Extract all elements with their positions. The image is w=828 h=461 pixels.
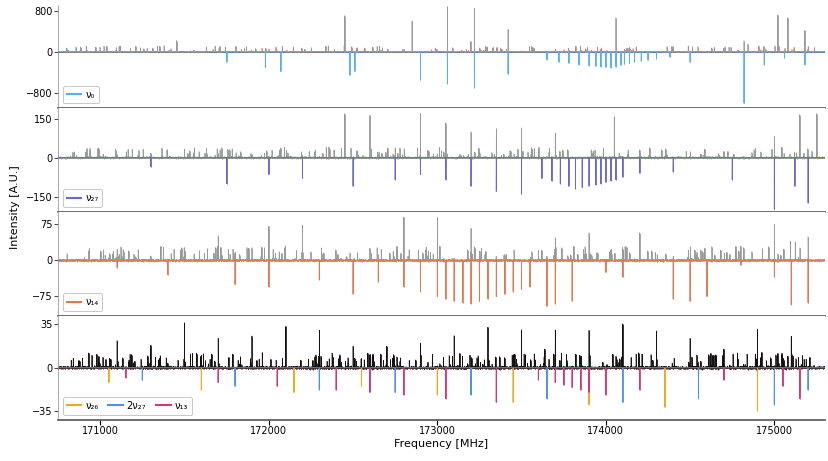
X-axis label: Frequency [MHz]: Frequency [MHz] (394, 438, 488, 449)
Text: Intensity [A.U.]: Intensity [A.U.] (10, 165, 20, 249)
Legend: ν₀: ν₀ (63, 86, 99, 103)
Legend: ν₂₆, 2ν₂₇, ν₁₃: ν₂₆, 2ν₂₇, ν₁₃ (63, 397, 191, 414)
Legend: ν₂₇: ν₂₇ (63, 189, 103, 207)
Legend: ν₁₄: ν₁₄ (63, 293, 103, 311)
